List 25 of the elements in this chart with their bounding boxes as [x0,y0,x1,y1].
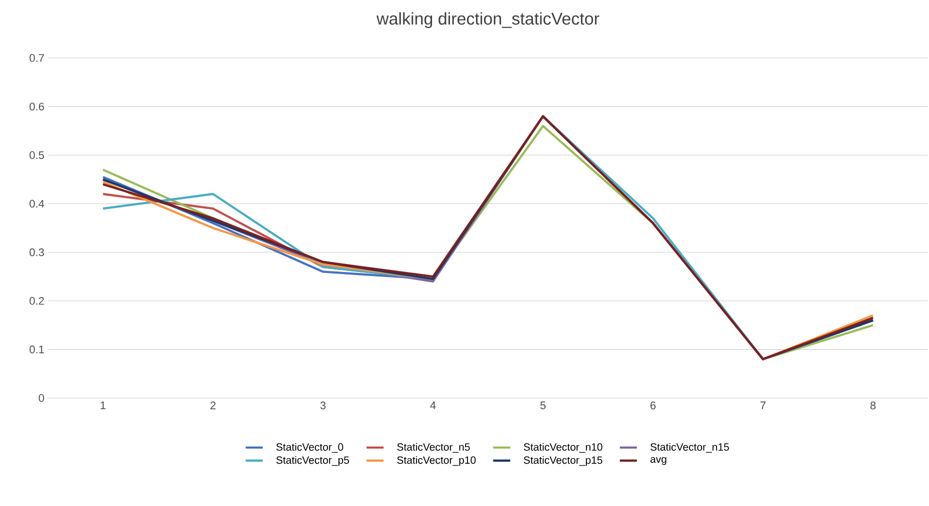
legend-label: StaticVector_0 [276,443,344,453]
y-tick-label: 0.4 [30,200,44,208]
legend-label: avg [650,457,666,465]
y-tick-label: 0.6 [30,102,44,110]
y-tick-label: 0.3 [30,248,44,256]
y-tick-label: 0.1 [30,346,44,354]
y-tick-label: 0.2 [30,296,44,305]
y-tick-label: 0.7 [30,54,44,62]
x-tick-label: 4 [430,402,436,410]
x-tick-label: 1 [100,402,106,410]
x-tick-label: 7 [760,402,766,410]
x-tick-label: 5 [540,402,546,410]
legend-label: StaticVector_n5 [397,443,470,453]
legend-label: StaticVector_n15 [650,443,729,453]
legend-label: StaticVector_p10 [397,456,476,466]
chart-title: walking direction_staticVector [376,12,600,28]
x-tick-label: 8 [870,402,876,410]
legend-label: StaticVector_n10 [524,443,602,453]
x-tick-label: 6 [650,402,656,410]
legend-label: StaticVector_p15 [524,456,602,466]
y-tick-label: 0 [38,394,44,402]
y-tick-label: 0.5 [30,151,44,160]
x-tick-label: 3 [320,402,326,410]
legend-label: StaticVector_p5 [276,456,349,466]
x-tick-label: 2 [210,402,216,410]
